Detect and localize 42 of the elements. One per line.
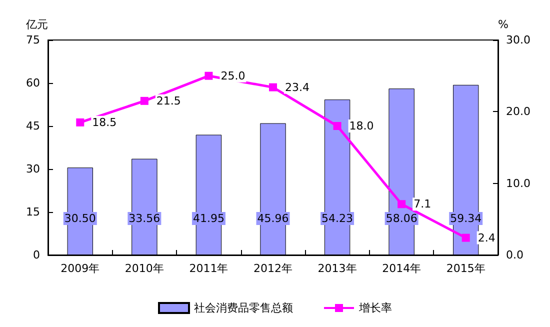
point	[462, 234, 470, 242]
data-label: 58.06	[386, 212, 418, 225]
point	[398, 200, 406, 208]
data-label: 45.96	[257, 212, 289, 225]
x-tick-label: 2013年	[318, 262, 357, 275]
data-label: 59.34	[450, 212, 482, 225]
data-label: 33.56	[128, 212, 160, 225]
data-label: 18.5	[92, 116, 117, 129]
data-label: 18.0	[349, 120, 374, 132]
data-label: 54.23	[322, 212, 354, 225]
x-tick-label: 2011年	[189, 262, 228, 275]
legend-label: 增长率	[358, 302, 392, 314]
data-label: 41.95	[192, 212, 224, 225]
legend-label: 社会消费品零售总额	[194, 302, 293, 314]
x-tick-label: 2014年	[382, 262, 422, 275]
x-tick-label: 2015年	[446, 262, 486, 275]
data-label: 7.1	[414, 198, 432, 211]
y-axis-title: 亿元	[25, 18, 48, 31]
y-tick-label: 0	[33, 248, 40, 262]
y-tick-label: 45	[26, 120, 40, 132]
y-tick-label: 15	[26, 206, 40, 218]
y2-axis-title: %	[498, 18, 508, 31]
y2-tick-label: 30.0	[506, 34, 530, 46]
data-label: 21.5	[156, 94, 181, 108]
x-tick-label: 2009年	[60, 262, 100, 275]
x-tick-label: 2012年	[254, 262, 292, 275]
data-label: 2.4	[478, 231, 496, 244]
point	[333, 122, 342, 130]
point	[76, 118, 84, 126]
y2-tick-label: 10.0	[506, 176, 530, 190]
data-label: 23.4	[285, 80, 310, 94]
y-tick-label: 30	[26, 162, 40, 176]
y2-tick-label: 20.0	[506, 105, 530, 118]
point	[204, 72, 213, 80]
point	[269, 83, 277, 92]
data-label: 30.50	[64, 212, 96, 225]
y-tick-label: 60	[26, 76, 40, 90]
y2-tick-label: 0.0	[506, 248, 524, 262]
data-label: 25.0	[220, 69, 246, 82]
x-tick-label: 2010年	[124, 262, 164, 275]
y-tick-label: 75	[26, 34, 40, 46]
point	[140, 96, 148, 105]
